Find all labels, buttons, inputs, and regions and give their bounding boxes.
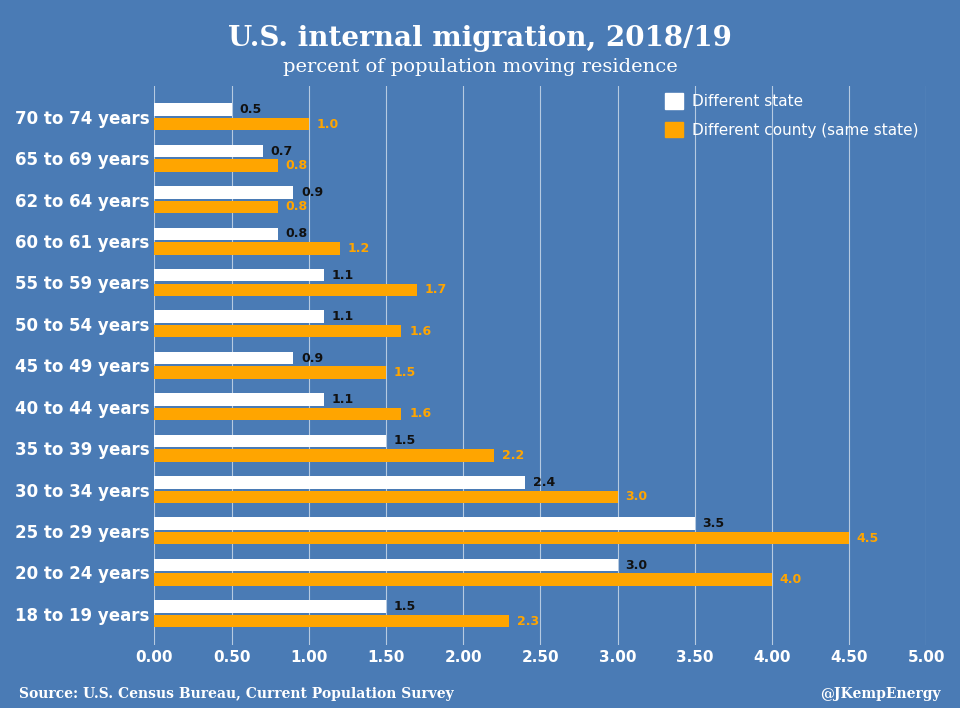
Text: 1.2: 1.2 xyxy=(348,242,370,255)
Bar xyxy=(155,532,849,544)
Text: 0.8: 0.8 xyxy=(286,159,308,172)
Bar xyxy=(155,228,278,240)
Text: 1.5: 1.5 xyxy=(394,435,416,447)
Bar xyxy=(155,283,417,296)
Text: 3.0: 3.0 xyxy=(625,559,647,571)
Bar xyxy=(155,103,231,116)
Bar xyxy=(155,200,278,213)
Bar xyxy=(155,559,617,571)
Bar xyxy=(155,159,278,172)
Bar xyxy=(155,118,309,130)
Bar xyxy=(155,242,340,255)
Legend: Different state, Different county (same state): Different state, Different county (same … xyxy=(664,93,919,137)
Text: 1.5: 1.5 xyxy=(394,600,416,613)
Text: 2.4: 2.4 xyxy=(533,476,555,489)
Bar xyxy=(155,408,401,420)
Text: 0.9: 0.9 xyxy=(301,186,324,199)
Text: @JKempEnergy: @JKempEnergy xyxy=(820,687,941,701)
Bar xyxy=(155,435,386,447)
Bar xyxy=(155,491,617,503)
Text: U.S. internal migration, 2018/19: U.S. internal migration, 2018/19 xyxy=(228,25,732,52)
Text: 1.6: 1.6 xyxy=(409,408,431,421)
Text: 2.3: 2.3 xyxy=(517,615,540,627)
Text: 4.0: 4.0 xyxy=(780,573,802,586)
Bar xyxy=(155,518,695,530)
Bar xyxy=(155,145,262,157)
Text: 1.0: 1.0 xyxy=(317,118,339,130)
Text: 1.6: 1.6 xyxy=(409,325,431,338)
Text: Source: U.S. Census Bureau, Current Population Survey: Source: U.S. Census Bureau, Current Popu… xyxy=(19,687,454,701)
Text: 0.9: 0.9 xyxy=(301,352,324,365)
Text: 0.8: 0.8 xyxy=(286,200,308,213)
Text: 1.1: 1.1 xyxy=(332,269,354,282)
Bar xyxy=(155,476,525,489)
Bar xyxy=(155,600,386,612)
Text: 1.1: 1.1 xyxy=(332,393,354,406)
Bar xyxy=(155,186,294,199)
Text: 4.5: 4.5 xyxy=(856,532,879,544)
Bar xyxy=(155,573,772,586)
Bar xyxy=(155,352,294,365)
Bar xyxy=(155,269,324,282)
Text: 1.5: 1.5 xyxy=(394,366,416,379)
Text: 3.5: 3.5 xyxy=(703,518,725,530)
Bar xyxy=(155,449,494,462)
Text: percent of population moving residence: percent of population moving residence xyxy=(282,58,678,76)
Text: 3.0: 3.0 xyxy=(625,490,647,503)
Text: 1.7: 1.7 xyxy=(424,283,446,296)
Bar xyxy=(155,325,401,337)
Bar xyxy=(155,366,386,379)
Text: 0.7: 0.7 xyxy=(271,144,293,157)
Text: 0.5: 0.5 xyxy=(239,103,262,116)
Bar xyxy=(155,310,324,323)
Bar xyxy=(155,615,510,627)
Bar xyxy=(155,393,324,406)
Text: 0.8: 0.8 xyxy=(286,227,308,240)
Text: 1.1: 1.1 xyxy=(332,310,354,323)
Text: 2.2: 2.2 xyxy=(502,449,524,462)
